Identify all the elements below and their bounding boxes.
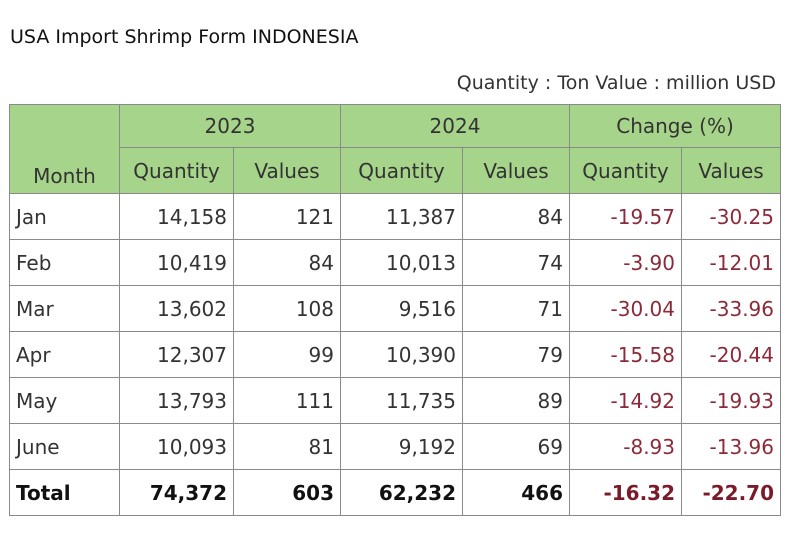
quantity-2024-cell: 10,013 bbox=[340, 239, 463, 286]
total-quantity-2023: 74,372 bbox=[119, 469, 234, 516]
quantity-2023-cell: 10,093 bbox=[119, 423, 234, 470]
subheader-values-change: Values bbox=[680, 147, 782, 194]
values-2023-cell: 99 bbox=[233, 331, 341, 378]
values-2024-cell: 74 bbox=[462, 239, 570, 286]
month-cell: Mar bbox=[9, 285, 120, 332]
total-values-change: -22.70 bbox=[680, 469, 782, 516]
quantity-change-cell: -14.92 bbox=[569, 377, 682, 424]
table-row: Jan 14,158 121 11,387 84 -19.57 -30.25 bbox=[9, 193, 782, 240]
values-2024-cell: 89 bbox=[462, 377, 570, 424]
month-cell: May bbox=[9, 377, 120, 424]
values-2023-cell: 121 bbox=[233, 193, 341, 240]
table-row: May 13,793 111 11,735 89 -14.92 -19.93 bbox=[9, 377, 782, 424]
total-values-2024: 466 bbox=[462, 469, 570, 516]
units-note: Quantity : Ton Value : million USD bbox=[456, 72, 776, 94]
total-quantity-change: -16.32 bbox=[569, 469, 682, 516]
table-row: Feb 10,419 84 10,013 74 -3.90 -12.01 bbox=[9, 239, 782, 286]
subheader-quantity-2024: Quantity bbox=[340, 147, 463, 194]
table-row: Apr 12,307 99 10,390 79 -15.58 -20.44 bbox=[9, 331, 782, 378]
month-header: Month bbox=[9, 104, 120, 194]
quantity-2024-cell: 11,735 bbox=[340, 377, 463, 424]
quantity-2023-cell: 13,793 bbox=[119, 377, 234, 424]
values-change-cell: -30.25 bbox=[680, 193, 782, 240]
subheader-values-2023: Values bbox=[233, 147, 341, 194]
total-quantity-2024: 62,232 bbox=[340, 469, 463, 516]
table-row: June 10,093 81 9,192 69 -8.93 -13.96 bbox=[9, 423, 782, 470]
quantity-2024-cell: 11,387 bbox=[340, 193, 463, 240]
values-2024-cell: 84 bbox=[462, 193, 570, 240]
subheader-quantity-change: Quantity bbox=[569, 147, 682, 194]
values-2023-cell: 111 bbox=[233, 377, 341, 424]
quantity-change-cell: -3.90 bbox=[569, 239, 682, 286]
shrimp-import-table: Month 2023 2024 Change (%) Quantity Valu… bbox=[9, 104, 782, 516]
month-cell: Feb bbox=[9, 239, 120, 286]
total-values-2023: 603 bbox=[233, 469, 341, 516]
quantity-2024-cell: 9,516 bbox=[340, 285, 463, 332]
total-row: Total 74,372 603 62,232 466 -16.32 -22.7… bbox=[9, 469, 782, 516]
group-header-change: Change (%) bbox=[568, 104, 782, 148]
table-row: Mar 13,602 108 9,516 71 -30.04 -33.96 bbox=[9, 285, 782, 332]
quantity-change-cell: -15.58 bbox=[569, 331, 682, 378]
quantity-change-cell: -19.57 bbox=[569, 193, 682, 240]
values-change-cell: -20.44 bbox=[680, 331, 782, 378]
subheader-values-2024: Values bbox=[462, 147, 570, 194]
quantity-change-cell: -30.04 bbox=[569, 285, 682, 332]
values-2024-cell: 79 bbox=[462, 331, 570, 378]
values-2023-cell: 108 bbox=[233, 285, 341, 332]
month-cell: Apr bbox=[9, 331, 120, 378]
quantity-2023-cell: 13,602 bbox=[119, 285, 234, 332]
month-cell: June bbox=[9, 423, 120, 470]
total-label: Total bbox=[9, 469, 120, 516]
group-header-2024: 2024 bbox=[340, 104, 570, 148]
values-change-cell: -13.96 bbox=[680, 423, 782, 470]
values-2024-cell: 71 bbox=[462, 285, 570, 332]
values-2023-cell: 81 bbox=[233, 423, 341, 470]
subheader-quantity-2023: Quantity bbox=[119, 147, 234, 194]
values-2023-cell: 84 bbox=[233, 239, 341, 286]
values-change-cell: -12.01 bbox=[680, 239, 782, 286]
page-title: USA Import Shrimp Form INDONESIA bbox=[10, 26, 359, 48]
values-change-cell: -33.96 bbox=[680, 285, 782, 332]
quantity-2023-cell: 14,158 bbox=[119, 193, 234, 240]
group-header-2023: 2023 bbox=[119, 104, 341, 148]
quantity-change-cell: -8.93 bbox=[569, 423, 682, 470]
quantity-2023-cell: 10,419 bbox=[119, 239, 234, 286]
values-change-cell: -19.93 bbox=[680, 377, 782, 424]
quantity-2024-cell: 10,390 bbox=[340, 331, 463, 378]
quantity-2023-cell: 12,307 bbox=[119, 331, 234, 378]
month-cell: Jan bbox=[9, 193, 120, 240]
values-2024-cell: 69 bbox=[462, 423, 570, 470]
quantity-2024-cell: 9,192 bbox=[340, 423, 463, 470]
